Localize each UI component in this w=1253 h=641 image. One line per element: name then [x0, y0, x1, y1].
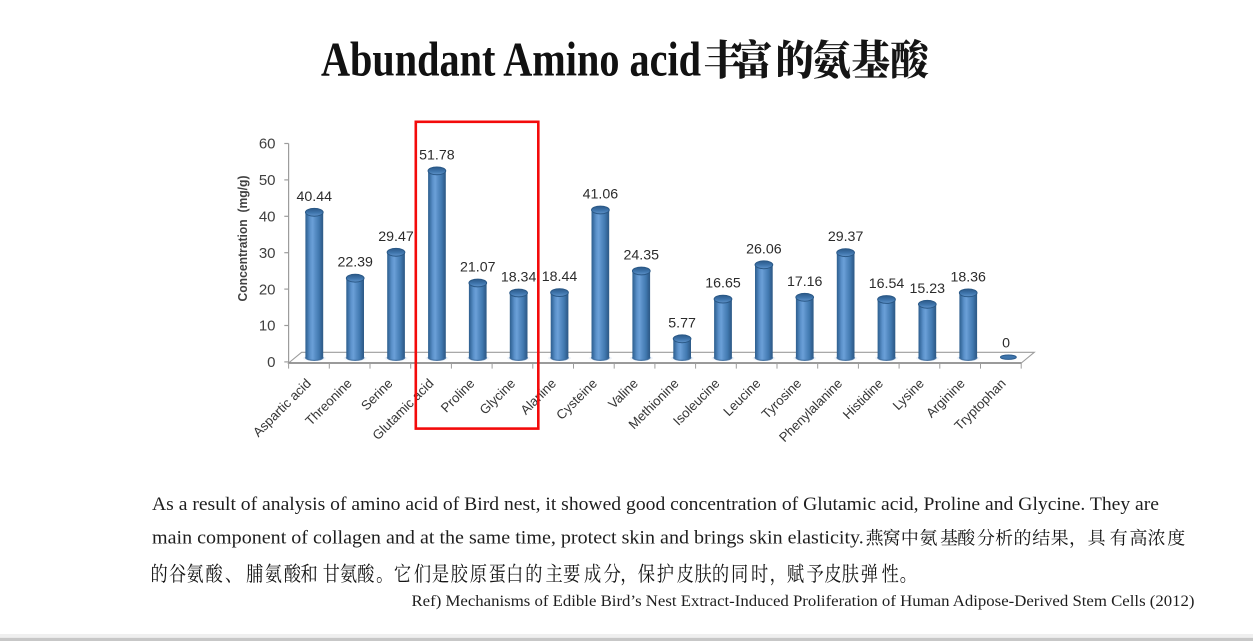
svg-text:16.54: 16.54 — [869, 276, 905, 292]
svg-text:10: 10 — [259, 318, 276, 335]
svg-text:20: 20 — [259, 281, 276, 298]
svg-text:18.34: 18.34 — [501, 270, 537, 286]
svg-text:18.36: 18.36 — [950, 269, 986, 285]
svg-text:40: 40 — [259, 209, 276, 226]
svg-text:60: 60 — [259, 136, 276, 153]
svg-text:41.06: 41.06 — [583, 187, 619, 203]
svg-text:Ref) Mechanisms of Edible Bird: Ref) Mechanisms of Edible Bird’s Nest Ex… — [412, 593, 1195, 610]
svg-text:29.47: 29.47 — [378, 229, 414, 245]
svg-text:21.07: 21.07 — [460, 260, 496, 276]
svg-text:Abundant Amino acid: Abundant Amino acid — [321, 32, 701, 87]
svg-text:30: 30 — [259, 245, 276, 262]
svg-text:0: 0 — [1002, 336, 1010, 352]
svg-text:Concentration (mg/g): Concentration (mg/g) — [236, 176, 250, 302]
svg-text:22.39: 22.39 — [337, 255, 373, 271]
svg-text:5.77: 5.77 — [668, 315, 696, 331]
svg-text:0: 0 — [267, 354, 275, 371]
svg-text:As a result of analysis of ami: As a result of analysis of amino acid of… — [152, 495, 1159, 515]
svg-text:main component of collagen and: main component of collagen and at the sa… — [152, 529, 864, 549]
svg-text:18.44: 18.44 — [542, 269, 578, 285]
svg-text:50: 50 — [259, 172, 276, 189]
svg-text:40.44: 40.44 — [297, 189, 333, 205]
svg-text:15.23: 15.23 — [910, 281, 946, 297]
svg-text:16.65: 16.65 — [705, 276, 741, 292]
svg-text:24.35: 24.35 — [624, 248, 660, 264]
svg-text:29.37: 29.37 — [828, 229, 864, 245]
svg-text:17.16: 17.16 — [787, 274, 823, 290]
svg-text:51.78: 51.78 — [419, 147, 455, 163]
svg-text:26.06: 26.06 — [746, 241, 782, 257]
